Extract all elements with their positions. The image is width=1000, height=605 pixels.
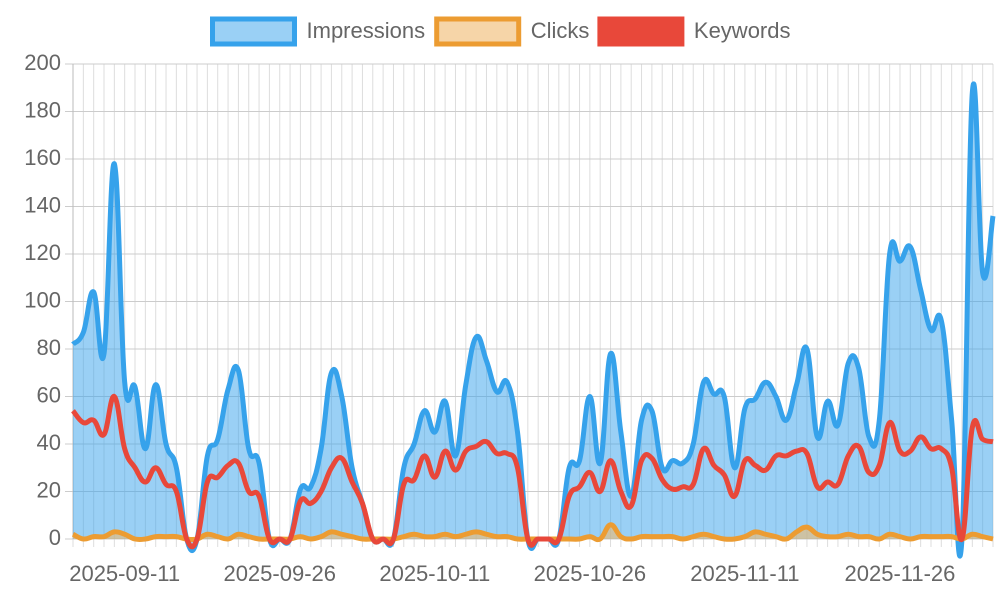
x-tick-label: 2025-11-11 [690, 561, 799, 586]
y-tick-label: 180 [24, 97, 61, 122]
x-tick-label: 2025-09-26 [223, 561, 336, 586]
y-tick-label: 120 [24, 240, 61, 265]
y-tick-label: 160 [24, 145, 61, 170]
y-tick-label: 60 [37, 382, 61, 407]
legend-label[interactable]: Keywords [694, 18, 791, 43]
x-tick-label: 2025-11-26 [845, 561, 956, 586]
series-line [71, 522, 994, 543]
y-tick-label: 40 [37, 430, 61, 455]
legend-swatch[interactable] [434, 16, 522, 47]
y-tick-label: 80 [37, 335, 61, 360]
legend-swatch[interactable] [210, 16, 297, 47]
y-tick-label: 200 [24, 50, 61, 75]
y-tick-label: 20 [37, 477, 61, 502]
y-tick-label: 140 [24, 192, 61, 217]
y-tick-label: 0 [49, 525, 61, 550]
series-area [73, 83, 993, 557]
x-tick-label: 2025-10-11 [379, 561, 490, 586]
x-tick-label: 2025-10-26 [534, 561, 647, 586]
legend-label[interactable]: Impressions [307, 18, 426, 43]
legend-label[interactable]: Clicks [531, 18, 590, 43]
x-tick-label: 2025-09-11 [69, 561, 180, 586]
series-line [71, 393, 994, 550]
y-tick-label: 100 [24, 287, 61, 312]
legend-swatch[interactable] [597, 16, 685, 47]
